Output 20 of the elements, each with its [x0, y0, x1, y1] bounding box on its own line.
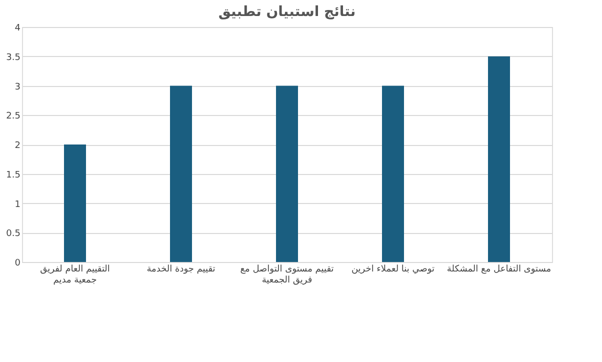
bar [488, 56, 510, 262]
y-tick-label: 0.5 [6, 229, 20, 240]
y-tick-label: 3 [14, 82, 20, 92]
bar [64, 144, 86, 262]
x-tick-label: تقييم جودة الخدمة [146, 264, 216, 274]
y-tick-label: 2 [14, 141, 20, 151]
x-tick-label: توصي بنا لعملاء اخرين [351, 264, 436, 274]
chart-title: نتائج استبيان تطبيق [218, 4, 356, 20]
x-tick-label: تقييم مستوى التواصل مع فريق الجمعية [240, 264, 334, 286]
bar [170, 86, 192, 262]
x-tick-label: التقييم العام لفريق جمعية مديم [40, 264, 110, 286]
y-tick-label: 1.5 [6, 170, 20, 180]
y-tick-label: 1 [14, 200, 20, 210]
x-tick-label: مستوى التفاعل مع المشكلة [446, 264, 552, 274]
y-tick-label: 3.5 [6, 52, 20, 63]
bar [382, 86, 404, 262]
y-tick-label: 4 [14, 24, 21, 34]
y-tick-label: 2.5 [6, 112, 20, 122]
bar [276, 86, 298, 262]
y-tick-label: 0 [14, 258, 21, 268]
